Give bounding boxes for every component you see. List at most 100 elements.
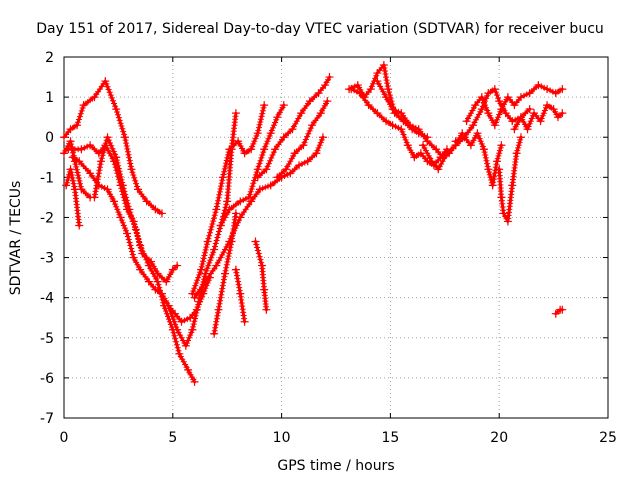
y-tick-label: -5: [40, 331, 54, 347]
data-point: [493, 157, 502, 166]
data-point: [273, 173, 282, 182]
data-point: [295, 161, 304, 170]
data-point: [147, 257, 156, 266]
data-point: [366, 85, 375, 94]
data-point: [373, 69, 382, 78]
data-point: [120, 133, 129, 142]
data-point: [214, 305, 223, 314]
data-point: [266, 181, 275, 190]
data-point: [260, 145, 269, 154]
data-point: [410, 153, 419, 162]
data-point: [181, 341, 190, 350]
data-point: [536, 117, 545, 126]
data-point: [325, 73, 334, 82]
data-point: [190, 377, 199, 386]
data-point: [379, 61, 388, 70]
data-point: [118, 181, 127, 190]
data-series-track: [419, 85, 534, 174]
data-point: [90, 93, 99, 102]
data-point: [497, 193, 506, 202]
y-tick-label: -2: [40, 210, 54, 226]
data-series-track: [251, 237, 271, 314]
x-tick-label: 0: [60, 430, 69, 446]
data-point: [318, 133, 327, 142]
data-point: [316, 109, 325, 118]
data-point: [279, 133, 288, 142]
axis-ticks: 0 5 10 15 20 25 -7 -6 -5 -4 -3 -2 -1 0 1 2: [40, 50, 617, 446]
data-point: [116, 213, 125, 222]
grid: [64, 57, 608, 418]
data-point: [173, 325, 182, 334]
data-point: [68, 153, 77, 162]
data-point: [495, 165, 504, 174]
data-point: [503, 217, 512, 226]
data-point: [497, 105, 506, 114]
data-point: [451, 137, 460, 146]
data-point: [173, 261, 182, 270]
data-point: [86, 169, 95, 178]
data-point: [323, 97, 332, 106]
data-point: [525, 89, 534, 98]
data-point: [240, 149, 249, 158]
data-point: [286, 169, 295, 178]
y-tick-label: -6: [40, 371, 54, 387]
data-series-track: [510, 101, 567, 134]
data-point: [157, 209, 166, 218]
data-point: [157, 289, 166, 298]
data-series-track: [551, 305, 567, 318]
data-point: [236, 213, 245, 222]
data-point: [60, 149, 68, 158]
data-point: [260, 285, 269, 294]
data-point: [484, 165, 493, 174]
y-tick-label: -1: [40, 170, 54, 186]
data-point: [471, 101, 480, 110]
x-axis-label: GPS time / hours: [277, 458, 394, 474]
data-point: [347, 85, 356, 94]
data-point: [164, 301, 173, 310]
data-point: [266, 129, 275, 138]
data-point: [473, 129, 482, 138]
data-point: [201, 277, 210, 286]
data-point: [503, 93, 512, 102]
data-point: [314, 89, 323, 98]
data-point: [462, 117, 471, 126]
data-point: [534, 81, 543, 90]
data-point: [427, 157, 436, 166]
data-point: [112, 153, 121, 162]
y-tick-label: 0: [45, 130, 54, 146]
data-point: [290, 149, 299, 158]
data-point: [416, 149, 425, 158]
data-point: [388, 121, 397, 130]
data-series: [60, 61, 567, 386]
data-point: [558, 305, 567, 314]
data-point: [510, 125, 519, 134]
data-point: [305, 97, 314, 106]
data-point: [460, 133, 469, 142]
data-point: [103, 133, 112, 142]
data-point: [144, 277, 153, 286]
data-point: [273, 113, 282, 122]
y-tick-label: -7: [40, 411, 54, 427]
data-point: [558, 109, 567, 118]
data-point: [253, 165, 262, 174]
data-point: [244, 193, 253, 202]
data-point: [382, 117, 391, 126]
data-point: [103, 185, 112, 194]
data-point: [96, 157, 105, 166]
data-point: [490, 85, 499, 94]
data-point: [384, 85, 393, 94]
data-point: [299, 141, 308, 150]
data-point: [184, 365, 193, 374]
data-series-track: [60, 77, 166, 218]
data-series-track: [190, 133, 327, 302]
data-point: [251, 237, 260, 246]
data-point: [255, 185, 264, 194]
data-point: [188, 289, 197, 298]
data-point: [177, 317, 186, 326]
data-point: [353, 81, 362, 90]
data-point: [508, 181, 517, 190]
data-point: [312, 149, 321, 158]
data-point: [94, 149, 103, 158]
